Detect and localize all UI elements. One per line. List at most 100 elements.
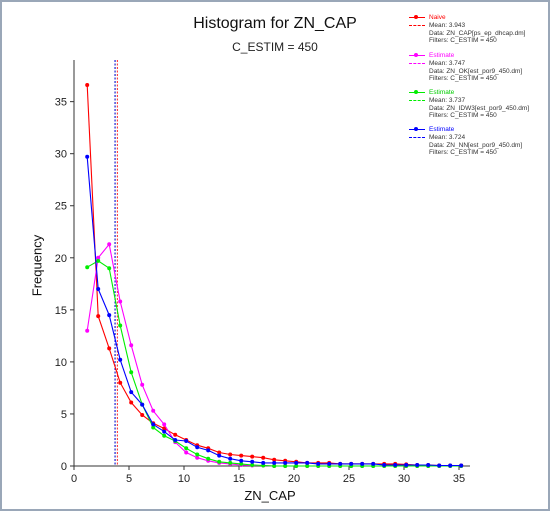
legend-swatch-mean bbox=[409, 62, 425, 64]
y-tick-label: 20 bbox=[55, 253, 67, 265]
data-point bbox=[151, 425, 156, 430]
data-point bbox=[195, 452, 200, 457]
data-point bbox=[118, 299, 123, 304]
data-point bbox=[261, 460, 266, 465]
data-point bbox=[162, 433, 167, 438]
data-point bbox=[162, 429, 167, 434]
y-tick-label: 5 bbox=[61, 409, 67, 421]
legend-filters: Filters: C_ESTIM = 450 bbox=[429, 37, 497, 45]
data-point bbox=[338, 461, 343, 466]
data-point bbox=[184, 439, 189, 443]
series-line bbox=[86, 260, 462, 467]
data-point bbox=[96, 287, 101, 291]
data-point bbox=[107, 346, 112, 351]
data-point bbox=[85, 328, 90, 333]
data-point bbox=[228, 452, 233, 457]
data-point bbox=[107, 266, 112, 271]
data-point bbox=[173, 438, 178, 442]
data-point bbox=[162, 426, 167, 431]
legend-mean: Mean: 3.737 bbox=[429, 96, 466, 104]
data-point bbox=[261, 455, 266, 460]
data-point bbox=[283, 460, 288, 465]
legend-name: Naive bbox=[429, 14, 446, 21]
data-point bbox=[206, 456, 211, 461]
data-point bbox=[96, 258, 101, 263]
data-point bbox=[250, 454, 255, 459]
legend-data: Data: ZN_NN[est_por9_450.dm] bbox=[429, 141, 523, 149]
y-tick-label: 10 bbox=[55, 357, 67, 369]
data-point bbox=[140, 402, 145, 407]
legend-mean: Mean: 3.747 bbox=[429, 59, 466, 67]
data-point bbox=[129, 390, 134, 395]
x-tick-label: 15 bbox=[233, 473, 245, 485]
data-point bbox=[85, 154, 90, 159]
data-point bbox=[195, 455, 200, 460]
data-point bbox=[250, 459, 255, 464]
data-point bbox=[228, 456, 233, 461]
data-point bbox=[129, 400, 134, 405]
data-point bbox=[206, 448, 211, 453]
data-point bbox=[371, 461, 376, 466]
data-point bbox=[118, 380, 123, 385]
x-axis-label: ZN_CAP bbox=[244, 488, 296, 503]
legend-entry-naive[interactable]: Naive Mean: 3.943 Data: ZN_CAP[ps_ep_dhc… bbox=[408, 14, 548, 45]
data-point bbox=[305, 460, 310, 465]
series-line bbox=[86, 156, 462, 467]
data-point bbox=[85, 83, 90, 87]
data-point bbox=[107, 313, 112, 318]
x-tick-label: 10 bbox=[178, 473, 190, 485]
data-point bbox=[283, 464, 288, 468]
y-tick-label: 25 bbox=[55, 201, 67, 213]
data-point bbox=[85, 265, 90, 270]
data-point bbox=[118, 323, 123, 328]
y-tick-label: 15 bbox=[55, 305, 67, 317]
legend-swatch-mean bbox=[409, 99, 425, 101]
data-point bbox=[250, 463, 255, 467]
data-point bbox=[415, 463, 420, 467]
y-tick-label: 30 bbox=[55, 149, 67, 161]
series-line bbox=[86, 243, 462, 467]
data-point bbox=[184, 450, 189, 455]
data-point bbox=[140, 413, 145, 417]
data-point bbox=[107, 242, 112, 247]
data-point bbox=[349, 461, 354, 466]
data-point bbox=[151, 408, 156, 413]
y-axis-label: Frequency bbox=[29, 234, 45, 297]
data-point bbox=[360, 461, 365, 466]
data-point bbox=[316, 461, 321, 466]
legend-name: Estimate bbox=[429, 52, 455, 59]
legend-swatch-mean bbox=[409, 136, 425, 138]
data-point bbox=[239, 461, 244, 466]
data-point bbox=[162, 422, 167, 427]
data-point bbox=[272, 464, 277, 468]
data-point bbox=[129, 370, 134, 375]
data-point bbox=[239, 458, 244, 463]
data-point bbox=[217, 453, 222, 458]
data-point bbox=[305, 464, 310, 468]
data-point bbox=[184, 446, 189, 451]
legend-swatch-marker bbox=[414, 15, 418, 19]
legend-entry-estimate-idw3[interactable]: Estimate Mean: 3.737 Data: ZN_IDW3[est_p… bbox=[408, 89, 548, 120]
data-point bbox=[96, 314, 101, 319]
legend-entry-estimate-nn[interactable]: Estimate Mean: 3.724 Data: ZN_NN[est_por… bbox=[408, 126, 548, 157]
data-point bbox=[393, 463, 398, 467]
data-point bbox=[382, 463, 387, 467]
legend-data: Data: ZN_OK[est_por9_450.dm] bbox=[429, 67, 523, 75]
legend-swatch-marker bbox=[414, 90, 418, 94]
chart-title: Histogram for ZN_CAP bbox=[193, 15, 357, 32]
data-point bbox=[129, 343, 134, 348]
x-tick-label: 5 bbox=[126, 473, 132, 485]
legend-name: Estimate bbox=[429, 126, 455, 133]
data-point bbox=[217, 459, 222, 464]
legend-entry-estimate-ok[interactable]: Estimate Mean: 3.747 Data: ZN_OK[est_por… bbox=[408, 52, 548, 83]
data-point bbox=[437, 463, 442, 468]
x-tick-label: 35 bbox=[453, 473, 465, 485]
data-point bbox=[173, 432, 178, 437]
data-point bbox=[426, 463, 431, 467]
legend-filters: Filters: C_ESTIM = 450 bbox=[429, 75, 497, 83]
x-tick-label: 20 bbox=[288, 473, 300, 485]
data-point bbox=[140, 382, 145, 387]
data-point bbox=[294, 464, 299, 468]
